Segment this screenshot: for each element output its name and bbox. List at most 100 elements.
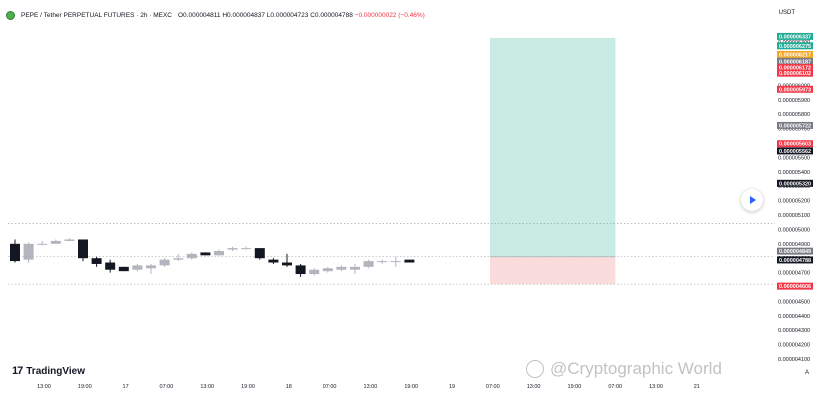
y-tick-label: 0.000004900	[778, 242, 810, 248]
candle-body	[336, 266, 347, 270]
y-tick-label: 0.000005000	[778, 227, 810, 233]
price-tag-label: 0.000004788	[779, 258, 811, 264]
play-icon	[750, 196, 756, 204]
candle-body	[132, 265, 143, 270]
change-value: −0.000000022 (−0.46%)	[354, 11, 425, 19]
tradingview-logo-text: TradingView	[26, 365, 85, 377]
candle-body	[254, 248, 265, 259]
price-tag-bg	[777, 57, 813, 65]
open-value: O0.000004811	[178, 11, 221, 19]
stop-zone	[490, 256, 616, 285]
price-tag-bg	[777, 32, 813, 40]
x-tick-label: 07:00	[323, 384, 337, 390]
candle-body	[377, 261, 388, 263]
replay-button[interactable]	[741, 189, 763, 211]
low-value: L0.000004723	[266, 11, 309, 19]
candle-body	[159, 259, 170, 266]
y-tick-label: 0.000005500	[778, 155, 810, 161]
price-tag-bg	[777, 140, 813, 148]
candle-body	[37, 243, 48, 245]
price-tag-bg	[777, 63, 813, 71]
pepe-coin-icon	[6, 10, 15, 20]
x-tick-label: 19:00	[78, 384, 92, 390]
y-tick-label: 0.000005400	[778, 170, 810, 176]
chart-header: PEPE / Tether PERPETUAL FUTURES · 2h · M…	[6, 8, 425, 22]
candle-body	[350, 266, 360, 270]
candle-body	[105, 262, 116, 270]
candle-body	[64, 239, 75, 241]
candle-body	[214, 251, 224, 256]
currency-label[interactable]: USDT	[778, 10, 795, 16]
watermark-text: @Cryptographic World	[550, 359, 722, 378]
candle-body	[78, 239, 88, 259]
x-tick-label: 19:00	[241, 384, 255, 390]
close-value: C0.000004788	[310, 11, 353, 19]
y-tick-label: 0.000004500	[778, 299, 810, 305]
x-tick-label: 13:00	[649, 384, 663, 390]
price-tag-label: 0.000005320	[779, 181, 811, 187]
price-tag-bg	[777, 50, 813, 58]
candle-body	[91, 258, 102, 264]
y-tick-label: 0.000004300	[778, 328, 810, 334]
price-tag-bg	[777, 256, 813, 264]
symbol-title[interactable]: PEPE / Tether PERPETUAL FUTURES · 2h · M…	[21, 11, 172, 19]
price-tag-label: 0.000005973	[779, 87, 811, 93]
x-tick-label: 17	[123, 384, 129, 390]
candle-body	[363, 261, 374, 267]
price-tag-label: 0.000006172	[779, 65, 811, 71]
x-tick-label: 07:00	[486, 384, 500, 390]
y-tick-label: 0.000004400	[778, 314, 810, 320]
candle-body	[118, 266, 129, 272]
y-tick-label: 0.000005300	[778, 184, 810, 190]
candle-body	[295, 265, 306, 275]
candle-body	[200, 252, 211, 256]
x-tick-label: 19:00	[568, 384, 582, 390]
candle-body	[227, 248, 238, 250]
y-tick-label: 0.000004100	[778, 357, 810, 363]
candle-body	[146, 265, 156, 269]
tradingview-mark-icon: 17	[12, 365, 23, 377]
price-tag-label: 0.000005562	[779, 149, 811, 155]
x-tick-label: 13:00	[37, 384, 51, 390]
x-tick-label: 19	[449, 384, 455, 390]
price-tag-bg	[777, 282, 813, 290]
candle-body	[309, 269, 320, 275]
y-tick-label: 0.000004200	[778, 343, 810, 349]
price-tag-bg	[777, 247, 813, 255]
x-tick-label: 19:00	[404, 384, 418, 390]
candle-body	[50, 240, 61, 244]
x-tick-label: 13:00	[527, 384, 541, 390]
candle-body	[282, 262, 292, 266]
watermark-icon	[526, 360, 544, 378]
price-tag-label: 0.000006187	[779, 59, 811, 65]
price-tag-bg	[777, 69, 813, 77]
watermark: @Cryptographic World	[526, 359, 722, 379]
candle-body	[10, 243, 20, 262]
price-tag-bg	[777, 121, 813, 129]
x-tick-label: 13:00	[364, 384, 378, 390]
y-tick-label: 0.000005800	[778, 112, 810, 118]
tradingview-logo[interactable]: 17 TradingView	[12, 364, 85, 378]
ohlc-readout: O0.000004811 H0.000004837 L0.000004723 C…	[178, 12, 425, 19]
y-tick-label: 0.000004700	[778, 271, 810, 277]
price-tag-bg	[777, 85, 813, 93]
auto-scale-button[interactable]: A	[804, 370, 809, 376]
price-tag-label: 0.000006102	[779, 71, 811, 77]
price-tag-bg	[777, 42, 813, 50]
candle-body	[390, 261, 401, 263]
x-tick-label: 07:00	[608, 384, 622, 390]
candle-body	[186, 253, 197, 259]
y-tick-label: 0.000005100	[778, 213, 810, 219]
x-tick-label: 18	[286, 384, 292, 390]
price-tag-label: 0.000004849	[779, 249, 811, 255]
y-tick-label: 0.000005900	[778, 98, 810, 104]
candle-body	[173, 258, 184, 260]
price-tag-label: 0.000005603	[779, 142, 811, 148]
target-zone	[490, 37, 616, 257]
x-tick-label: 13:00	[200, 384, 214, 390]
price-tag-label: 0.000006337	[779, 34, 811, 40]
x-tick-label: 21	[694, 384, 700, 390]
candle-body	[241, 248, 252, 250]
